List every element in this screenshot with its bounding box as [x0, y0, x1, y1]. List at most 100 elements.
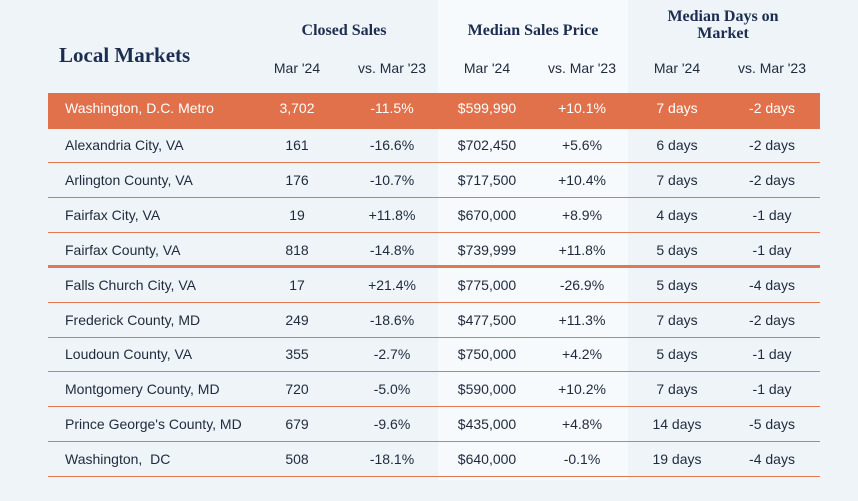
table-cell: 14 days: [652, 416, 702, 433]
table-cell: 5 days: [656, 346, 698, 363]
table-cell: -18.6%: [369, 311, 415, 328]
table-cell: $750,000: [457, 346, 517, 363]
table-cell: -16.6%: [369, 137, 415, 153]
column-header: Mar '24: [273, 60, 321, 76]
table-cell: 4 days: [656, 206, 698, 223]
table-cell: +10.4%: [558, 171, 606, 188]
table-cell: 818: [285, 241, 309, 258]
table-cell: -11.5%: [370, 100, 414, 116]
table-cell: +4.2%: [561, 346, 603, 363]
table-cell: -1 day: [752, 206, 792, 223]
table-cell: 7 days: [656, 171, 698, 188]
table-cell: 7 days: [656, 311, 698, 328]
table-cell: 249: [285, 311, 309, 328]
table-cell: +21.4%: [368, 276, 416, 293]
table-row: Prince George's County, MD 679 -9.6% $435,0…: [48, 407, 820, 443]
title: Local Markets: [59, 43, 191, 67]
market-name: Loudoun County, VA: [65, 346, 193, 363]
table-cell: 5 days: [656, 276, 698, 293]
market-name: Washington, DC: [65, 451, 171, 468]
column-header: vs. Mar '23: [547, 60, 617, 76]
group-header: Closed Sales: [301, 22, 387, 39]
table-cell: $702,450: [457, 137, 517, 153]
table-cell: -14.8%: [369, 241, 415, 258]
table-row: Washington, D.C. Metro 3,702 -11.5% $599,99…: [48, 93, 820, 129]
market-name: Washington, D.C. Metro: [65, 100, 214, 116]
table-row: Loudoun County, VA 355 -2.7% $750,000 +4.2% 5…: [48, 337, 820, 373]
table-cell: 7 days: [656, 100, 698, 116]
table-cell: +10.1%: [558, 100, 606, 116]
table-cell: -5 days: [749, 416, 795, 433]
market-name: Prince George's County, MD: [65, 416, 242, 433]
table-cell: 6 days: [656, 137, 698, 153]
table-cell: 679: [285, 416, 309, 433]
market-name: Fairfax City, VA: [65, 206, 161, 223]
table-cell: 720: [285, 381, 309, 398]
table-cell: -9.6%: [373, 416, 411, 433]
table-cell: $640,000: [457, 451, 517, 468]
table-cell: $775,000: [457, 276, 517, 293]
table-cell: +11.8%: [368, 206, 416, 223]
table-cell: -2 days: [749, 100, 795, 116]
market-name: Falls Church City, VA: [65, 276, 196, 293]
table-cell: -1 day: [752, 346, 792, 363]
table-cell: -18.1%: [369, 451, 415, 468]
table-cell: $477,500: [457, 311, 517, 328]
table-cell: $435,000: [457, 416, 517, 433]
column-header: vs. Mar '23: [737, 60, 807, 76]
table-cell: -2 days: [749, 311, 795, 328]
group-header: Median Sales Price: [467, 22, 599, 39]
table-cell: 161: [285, 137, 309, 153]
column-header: vs. Mar '23: [357, 60, 427, 76]
column-header: Mar '24: [463, 60, 511, 76]
table-cell: $599,990: [457, 100, 517, 116]
table-cell: -1 day: [752, 241, 792, 258]
table-cell: 17: [289, 276, 305, 293]
table-cell: -4 days: [749, 276, 795, 293]
table-cell: -26.9%: [559, 276, 605, 293]
table-cell: $717,500: [457, 171, 517, 188]
market-name: Fairfax County, VA: [65, 241, 181, 258]
table-cell: -2.7%: [373, 346, 411, 363]
table-cell: 19 days: [652, 451, 702, 468]
table-cell: $739,999: [457, 241, 517, 258]
table-row: Frederick County, MD 249 -18.6% $477,500 +11…: [48, 303, 820, 338]
market-name: Alexandria City, VA: [65, 137, 184, 153]
table-row: Washington, DC 508 -18.1% $640,000 -0.1% 19 d…: [48, 442, 820, 478]
table-cell: 7 days: [656, 381, 698, 398]
table-cell: $670,000: [457, 206, 517, 223]
table-cell: +11.3%: [558, 311, 606, 328]
table-cell: -5.0%: [373, 381, 411, 398]
table-cell: +4.8%: [561, 416, 603, 433]
table-cell: 355: [285, 346, 309, 363]
table-cell: +11.8%: [558, 241, 606, 258]
table-cell: -0.1%: [563, 451, 601, 468]
table-cell: 5 days: [656, 241, 698, 258]
table-cell: +8.9%: [561, 206, 603, 223]
market-name: Frederick County, MD: [65, 311, 201, 328]
table-cell: -2 days: [749, 137, 795, 153]
table-cell: -4 days: [749, 451, 795, 468]
table-cell: 508: [285, 451, 309, 468]
column-header: Mar '24: [653, 60, 701, 76]
table-cell: 3,702: [279, 100, 315, 116]
table-row: Falls Church City, VA 17 +21.4% $775,000 -26…: [48, 268, 820, 303]
table-cell: -1 day: [752, 381, 792, 398]
table-row: Alexandria City, VA 161 -16.6% $702,450 +5.6…: [48, 128, 820, 163]
table-row: Montgomery County, MD 720 -5.0% $590,000 +10…: [48, 372, 820, 408]
table-cell: +5.6%: [561, 137, 603, 153]
table-row: Arlington County, VA 176 -10.7% $717,500 +10…: [48, 163, 820, 198]
table-cell: $590,000: [457, 381, 517, 398]
market-name: Arlington County, VA: [65, 171, 193, 188]
table-cell: -2 days: [749, 171, 795, 188]
table-cell: +10.2%: [558, 381, 606, 398]
table-cell: -10.7%: [369, 171, 415, 188]
price-band: [438, 0, 628, 480]
market-name: Montgomery County, MD: [65, 381, 220, 398]
table-cell: 19: [289, 206, 305, 223]
table-cell: 176: [285, 171, 309, 188]
table-row: Fairfax County, VA 818 -14.8% $739,999 +11.8…: [48, 233, 820, 268]
group-header: Median Days on Market: [667, 8, 779, 42]
table-row: Fairfax City, VA 19 +11.8% $670,000 +8.9% 4 d…: [48, 198, 820, 233]
